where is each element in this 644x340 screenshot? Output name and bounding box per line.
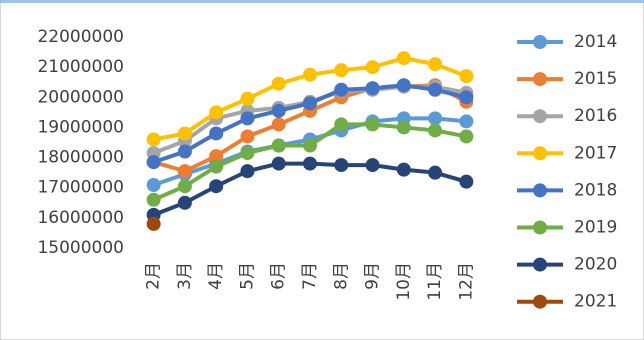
y-tick-label: 21000000 xyxy=(37,57,124,77)
point xyxy=(146,192,161,207)
point xyxy=(209,126,224,141)
point xyxy=(459,114,474,129)
legend-label: 2015 xyxy=(574,69,617,89)
point xyxy=(396,51,411,66)
point xyxy=(271,103,286,118)
point xyxy=(209,179,224,194)
point xyxy=(271,156,286,171)
point xyxy=(209,105,224,120)
point xyxy=(209,159,224,174)
point xyxy=(365,81,380,96)
point xyxy=(240,91,255,106)
point xyxy=(303,138,317,153)
legend-marker xyxy=(533,294,547,309)
y-tick-label: 15000000 xyxy=(37,238,124,258)
point xyxy=(334,158,349,173)
y-tick-label: 20000000 xyxy=(37,87,124,107)
point xyxy=(459,69,474,84)
point xyxy=(177,164,192,179)
legend-label: 2020 xyxy=(574,255,617,275)
x-tick-label: 12月 xyxy=(456,262,476,301)
point xyxy=(428,57,443,72)
legend-label: 2016 xyxy=(574,106,617,126)
point xyxy=(428,111,443,126)
x-tick-label: 9月 xyxy=(363,262,383,290)
legend-marker xyxy=(533,257,547,272)
point xyxy=(146,132,161,147)
point xyxy=(459,129,474,144)
legend-label: 2014 xyxy=(574,32,617,52)
legend-label: 2017 xyxy=(574,143,617,163)
point xyxy=(334,117,349,132)
point xyxy=(146,216,161,231)
point xyxy=(459,174,474,189)
point xyxy=(240,129,255,144)
point xyxy=(146,155,161,170)
point xyxy=(334,82,349,97)
legend-label: 2021 xyxy=(574,292,617,312)
x-tick-label: 7月 xyxy=(300,262,320,290)
point xyxy=(177,126,192,141)
x-tick-label: 2月 xyxy=(144,262,164,290)
x-tick-label: 3月 xyxy=(175,262,195,290)
legend-label: 2018 xyxy=(574,180,617,200)
y-tick-label: 22000000 xyxy=(37,27,124,47)
point xyxy=(459,90,474,105)
point xyxy=(271,138,286,153)
x-tick-label: 11月 xyxy=(425,262,445,301)
point xyxy=(240,146,255,161)
x-tick-label: 10月 xyxy=(394,262,414,301)
y-tick-label: 16000000 xyxy=(37,208,124,228)
legend-marker xyxy=(533,109,547,124)
point xyxy=(240,111,255,126)
point xyxy=(428,123,443,138)
x-tick-label: 8月 xyxy=(331,262,351,290)
legend-marker xyxy=(533,35,547,49)
point xyxy=(177,195,192,210)
point xyxy=(303,96,317,111)
x-tick-label: 6月 xyxy=(269,262,289,290)
legend-marker xyxy=(533,183,547,198)
point xyxy=(334,63,349,78)
point xyxy=(146,178,161,193)
x-tick-label: 5月 xyxy=(237,262,257,290)
y-tick-label: 17000000 xyxy=(37,178,124,198)
legend-marker xyxy=(533,72,547,87)
point xyxy=(396,78,411,93)
point xyxy=(365,60,380,75)
point xyxy=(271,117,286,132)
y-tick-label: 18000000 xyxy=(37,148,124,168)
point xyxy=(365,117,380,132)
point xyxy=(428,165,443,180)
legend-label: 2019 xyxy=(574,218,617,238)
point xyxy=(177,179,192,194)
x-tick-label: 4月 xyxy=(206,262,226,290)
point xyxy=(303,156,317,171)
point xyxy=(365,158,380,173)
point xyxy=(428,82,443,97)
point xyxy=(177,144,192,159)
point xyxy=(271,76,286,91)
point xyxy=(303,67,317,82)
legend-marker xyxy=(533,146,547,161)
point xyxy=(240,164,255,179)
y-tick-label: 19000000 xyxy=(37,117,124,137)
point xyxy=(396,120,411,135)
point xyxy=(396,162,411,177)
point xyxy=(209,149,224,164)
legend-marker xyxy=(533,220,547,235)
